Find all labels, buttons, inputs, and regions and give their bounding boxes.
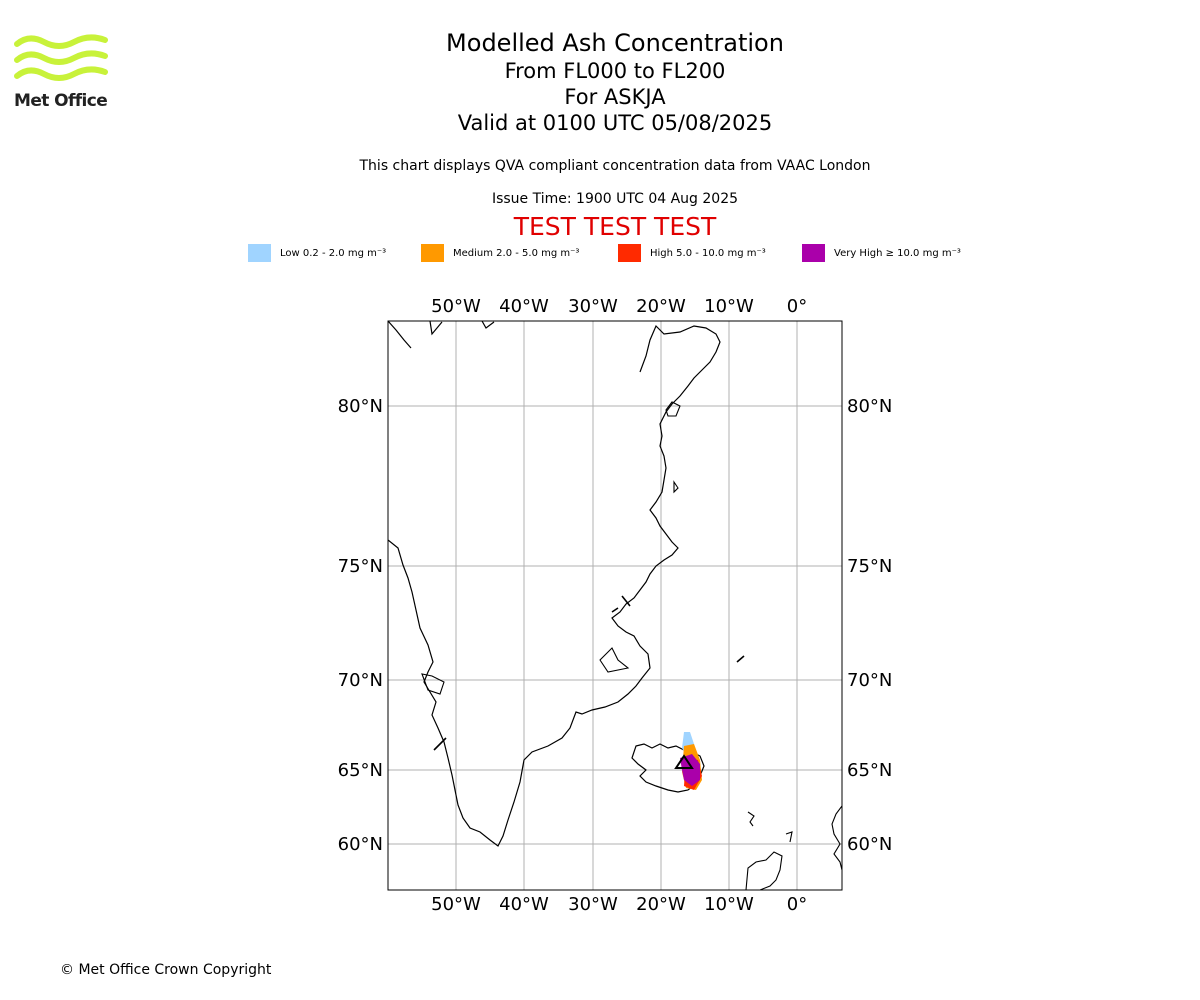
- lon-label-top: 50°W: [431, 296, 481, 317]
- lon-label-top: 30°W: [568, 296, 618, 317]
- lon-label-bottom: 40°W: [499, 894, 549, 915]
- legend-swatch-low: [248, 244, 271, 262]
- lat-label-left: 80°N: [338, 396, 383, 417]
- lon-label-bottom: 0°: [787, 894, 807, 915]
- lon-label-bottom: 50°W: [431, 894, 481, 915]
- lat-label-left: 60°N: [338, 834, 383, 855]
- jan-mayen-coastline: [736, 655, 745, 663]
- lat-label-right: 80°N: [847, 396, 892, 417]
- lat-label-left: 65°N: [338, 760, 383, 781]
- greenland-coastline: [388, 324, 721, 847]
- scotland-coastline: [745, 851, 783, 890]
- chart-title: Modelled Ash Concentration: [446, 29, 784, 57]
- chart-title-block: Modelled Ash Concentration From FL000 to…: [0, 28, 1200, 136]
- legend-item-high: High 5.0 - 10.0 mg m⁻³: [618, 244, 766, 262]
- legend-swatch-high: [618, 244, 641, 262]
- ash-plume: [680, 732, 702, 790]
- lon-label-top: 10°W: [704, 296, 754, 317]
- test-banner: TEST TEST TEST: [513, 212, 717, 241]
- valid-time: Valid at 0100 UTC 05/08/2025: [457, 111, 773, 135]
- lon-label-bottom: 30°W: [568, 894, 618, 915]
- legend-item-low: Low 0.2 - 2.0 mg m⁻³: [248, 244, 386, 262]
- norway-coastline: [831, 805, 842, 871]
- concentration-legend: Low 0.2 - 2.0 mg m⁻³ Medium 2.0 - 5.0 mg…: [0, 244, 1200, 264]
- chart-description: This chart displays QVA compliant concen…: [359, 158, 871, 174]
- legend-item-medium: Medium 2.0 - 5.0 mg m⁻³: [421, 244, 579, 262]
- legend-item-very-high: Very High ≥ 10.0 mg m⁻³: [802, 244, 961, 262]
- lat-label-right: 75°N: [847, 556, 892, 577]
- legend-swatch-medium: [421, 244, 444, 262]
- legend-label-medium: Medium 2.0 - 5.0 mg m⁻³: [453, 247, 580, 259]
- legend-swatch-very-high: [802, 244, 825, 262]
- legend-label-very-high: Very High ≥ 10.0 mg m⁻³: [834, 247, 961, 259]
- copyright-notice: © Met Office Crown Copyright: [60, 962, 272, 978]
- map-gridlines: [388, 321, 842, 890]
- volcano-name: For ASKJA: [564, 85, 666, 109]
- lon-label-top: 0°: [787, 296, 807, 317]
- map-frame: [387, 320, 843, 891]
- flight-level-range: From FL000 to FL200: [504, 59, 726, 83]
- lat-label-right: 70°N: [847, 670, 892, 691]
- lon-label-top: 20°W: [636, 296, 686, 317]
- legend-label-low: Low 0.2 - 2.0 mg m⁻³: [280, 247, 387, 259]
- volcano-marker-icon: [674, 754, 694, 769]
- issue-time: Issue Time: 1900 UTC 04 Aug 2025: [491, 191, 739, 207]
- lon-label-bottom: 10°W: [704, 894, 754, 915]
- lon-label-bottom: 20°W: [636, 894, 686, 915]
- faroe-islands-coastline: [747, 811, 755, 827]
- shetland-coastline: [785, 831, 793, 843]
- lon-label-top: 40°W: [499, 296, 549, 317]
- legend-label-high: High 5.0 - 10.0 mg m⁻³: [650, 247, 766, 259]
- lat-label-left: 70°N: [338, 670, 383, 691]
- met-office-logo: [14, 34, 108, 81]
- lat-label-left: 75°N: [338, 556, 383, 577]
- logo-wordmark: Met Office: [14, 91, 108, 111]
- lat-label-right: 65°N: [847, 760, 892, 781]
- lat-label-right: 60°N: [847, 834, 892, 855]
